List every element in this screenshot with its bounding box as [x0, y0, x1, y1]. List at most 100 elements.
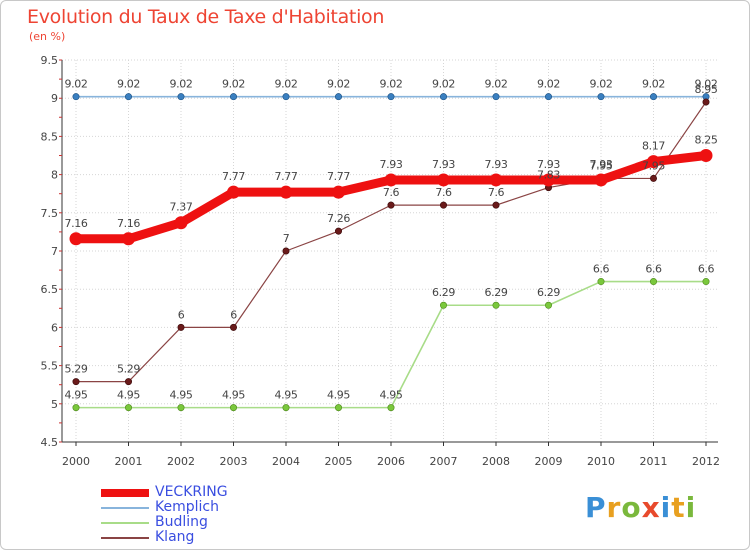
data-point-klang — [439, 201, 447, 209]
data-label-veckring: 7.93 — [432, 158, 455, 171]
logo-letter: i — [660, 491, 672, 524]
data-label-klang: 7.6 — [435, 186, 452, 199]
data-label-veckring: 8.17 — [642, 140, 665, 153]
data-point-kemplich — [387, 93, 395, 101]
data-point-klang — [334, 227, 342, 235]
x-tick-label: 2006 — [377, 455, 405, 468]
data-point-kemplich — [492, 93, 500, 101]
data-label-budling: 6.6 — [698, 263, 715, 276]
data-point-budling — [334, 404, 342, 412]
logo-letter: t — [671, 491, 686, 524]
data-label-veckring: 7.93 — [380, 158, 403, 171]
legend-item-kemplich: Kemplich — [101, 500, 361, 515]
data-point-budling — [282, 404, 290, 412]
x-tick-label: 2010 — [587, 455, 615, 468]
data-point-budling — [492, 301, 500, 309]
x-tick-label: 2007 — [430, 455, 458, 468]
series-layer — [69, 93, 713, 412]
y-tick-label: 7 — [51, 245, 58, 258]
proxiti-logo: Proxiti — [585, 491, 696, 524]
chart-subtitle: (en %) — [29, 30, 66, 43]
y-tick-label: 9.5 — [41, 54, 59, 67]
data-labels-layer: 7.16 7.16 7.37 7.77 7.77 7.77 7.93 7.93 7.93 7.93… — [65, 78, 719, 402]
chart-axes: 4.5 5 5.5 6 6.5 7 7.5 8 8.5 9 9.5 2000 2001 2002 2003 2… — [41, 54, 721, 468]
legend-swatch — [101, 489, 149, 497]
data-label-kemplich: 9.02 — [642, 78, 665, 91]
data-label-veckring: 7.77 — [275, 170, 298, 183]
data-label-veckring: 7.77 — [327, 170, 350, 183]
data-label-budling: 4.95 — [222, 389, 245, 402]
legend-swatch — [101, 537, 149, 539]
data-point-kemplich — [544, 93, 552, 101]
data-label-kemplich: 9.02 — [117, 78, 140, 91]
data-point-budling — [230, 404, 238, 412]
data-point-budling — [702, 278, 710, 286]
data-label-klang: 7.26 — [327, 212, 350, 225]
legend-item-veckring: VECKRING — [101, 485, 361, 500]
data-label-budling: 6.6 — [593, 263, 610, 276]
data-point-klang — [125, 378, 133, 386]
data-label-budling: 4.95 — [170, 389, 193, 402]
series-budling — [72, 278, 710, 412]
logo-letter: r — [606, 491, 622, 524]
x-tick-label: 2008 — [482, 455, 510, 468]
data-label-veckring: 7.16 — [117, 217, 140, 230]
data-point-veckring — [699, 149, 713, 162]
data-label-budling: 4.95 — [275, 389, 298, 402]
legend-label: VECKRING — [155, 484, 228, 500]
x-tick-label: 2011 — [640, 455, 668, 468]
data-label-klang: 7.6 — [383, 186, 400, 199]
data-label-klang: 5.29 — [117, 363, 140, 376]
x-tick-label: 2002 — [167, 455, 195, 468]
data-label-klang: 7.95 — [590, 159, 613, 172]
data-point-veckring — [122, 232, 135, 246]
data-point-budling — [544, 301, 552, 309]
data-label-kemplich: 9.02 — [485, 78, 508, 91]
data-label-budling: 4.95 — [380, 389, 403, 402]
x-tick-label: 2005 — [325, 455, 353, 468]
x-tick-label: 2012 — [692, 455, 720, 468]
y-tick-label: 6.5 — [41, 283, 59, 296]
y-tick-label: 5 — [51, 398, 58, 411]
data-label-kemplich: 9.02 — [380, 78, 403, 91]
data-point-klang — [649, 174, 657, 182]
legend-label: Klang — [155, 529, 195, 545]
data-label-kemplich: 9.02 — [170, 78, 193, 91]
data-point-veckring — [332, 185, 345, 199]
data-point-veckring — [279, 185, 293, 199]
data-label-kemplich: 9.02 — [590, 78, 613, 91]
data-point-kemplich — [439, 93, 447, 101]
data-label-klang: 6 — [230, 308, 237, 321]
data-point-budling — [72, 404, 80, 412]
data-label-kemplich: 9.02 — [275, 78, 298, 91]
series-veckring — [69, 149, 713, 246]
data-point-veckring — [437, 173, 450, 187]
data-point-veckring — [384, 173, 398, 187]
chart-title: Evolution du Taux de Taxe d'Habitation — [27, 6, 385, 28]
data-label-budling: 6.29 — [485, 286, 508, 299]
data-point-kemplich — [177, 93, 185, 101]
x-tick-label: 2003 — [220, 455, 248, 468]
data-label-klang: 7.83 — [537, 169, 560, 182]
data-point-kemplich — [72, 93, 80, 101]
data-point-kemplich — [334, 93, 342, 101]
y-tick-label: 4.5 — [41, 436, 59, 449]
data-point-kemplich — [125, 93, 133, 101]
data-point-budling — [177, 404, 185, 412]
data-label-budling: 6.29 — [537, 286, 560, 299]
data-label-klang: 7.6 — [488, 186, 505, 199]
data-point-klang — [230, 323, 238, 331]
logo-letter: x — [641, 491, 661, 524]
data-point-klang — [702, 98, 710, 106]
data-point-kemplich — [282, 93, 290, 101]
data-point-budling — [597, 278, 605, 286]
data-label-kemplich: 9.02 — [695, 78, 718, 91]
data-point-veckring — [594, 173, 608, 187]
data-label-kemplich: 9.02 — [222, 78, 245, 91]
legend-item-budling: Budling — [101, 515, 361, 530]
data-point-veckring — [489, 173, 503, 187]
data-point-klang — [177, 323, 185, 331]
data-point-budling — [439, 301, 447, 309]
logo-letter: o — [621, 491, 642, 524]
data-label-veckring: 7.93 — [590, 158, 613, 171]
